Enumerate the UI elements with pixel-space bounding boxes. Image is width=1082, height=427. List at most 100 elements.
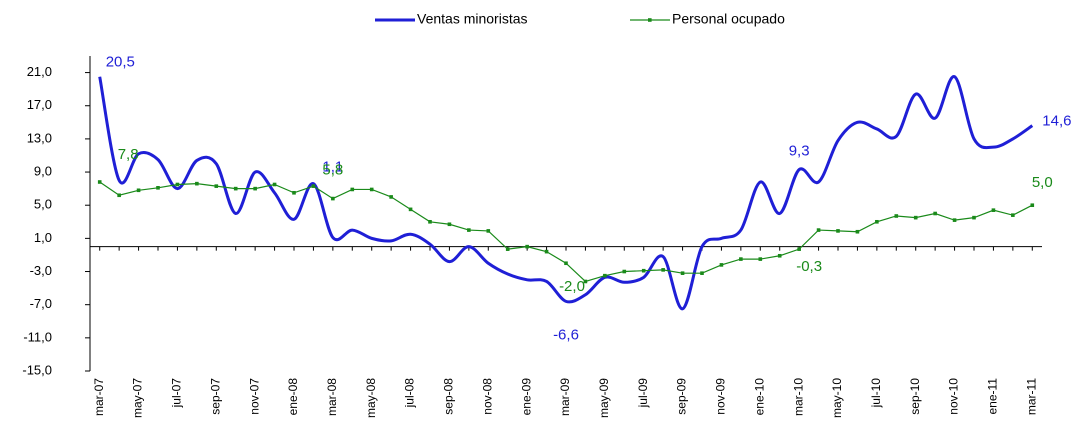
y-tick-label: -3,0 [30,263,52,278]
series-marker [894,214,899,218]
series-marker [97,180,102,184]
series-marker [758,257,763,261]
y-tick-label: 1,0 [34,230,52,245]
series-marker [525,244,529,249]
data-label: -6,6 [553,326,579,343]
x-tick-label: ene-11 [986,378,1000,415]
data-label: 7,8 [118,146,139,163]
series-marker [292,190,296,195]
x-tick-label: jul-08 [403,378,417,409]
series-marker [272,182,277,187]
y-tick-label: 21,0 [27,64,52,79]
series-marker [564,261,568,266]
series-marker [680,271,685,275]
legend-label: Personal ocupado [672,11,785,27]
y-tick-label: -11,0 [23,329,52,344]
series-marker [836,229,840,233]
series-marker [331,196,335,201]
series-marker [447,222,452,227]
series-line [99,181,1033,283]
data-label: 14,6 [1042,113,1071,130]
series-marker [117,193,121,198]
series-marker [933,211,937,216]
x-tick-label: jul-07 [170,378,184,409]
series-marker [369,187,374,192]
series-marker [389,195,393,199]
series-marker [583,279,588,284]
series-marker [136,188,141,193]
x-tick-label: mar-10 [791,378,805,416]
series-marker [913,215,918,220]
x-tick-label: ene-08 [286,378,300,416]
x-tick-label: may-10 [830,378,844,418]
data-label: 5,8 [322,162,343,179]
series-marker [544,249,549,254]
series-marker [972,215,976,220]
x-tick-label: may-09 [597,378,611,418]
x-tick-label: sep-10 [908,378,922,415]
series-marker [952,218,957,222]
y-tick-label: -15,0 [22,362,52,377]
x-tick-label: sep-08 [442,378,456,415]
series-marker [486,229,491,233]
legend-label: Ventas minoristas [417,11,528,27]
series-marker [505,247,510,251]
data-label: -0,3 [796,258,822,275]
x-tick-label: may-08 [364,378,378,418]
series-marker [739,257,743,261]
series-marker [622,269,627,274]
series-marker [875,219,879,224]
x-tick-label: ene-09 [519,378,533,416]
series-marker [991,208,996,212]
series-marker [253,186,257,191]
x-tick-label: nov-10 [947,378,961,415]
series-marker [816,228,821,232]
x-tick-label: nov-07 [247,378,261,415]
series-marker [156,186,160,190]
y-tick-label: 5,0 [34,197,52,212]
y-tick-label: 17,0 [27,97,52,112]
series-marker [603,273,607,278]
series-marker [214,184,219,188]
series-marker [408,207,413,212]
x-tick-label: sep-07 [208,378,222,415]
x-tick-label: jul-09 [636,378,650,409]
series-marker [641,268,646,273]
x-tick-label: mar-09 [558,378,572,416]
series-marker [719,263,724,267]
series-marker [175,182,180,187]
x-tick-label: mar-11 [1024,378,1038,415]
series-marker [195,181,199,186]
series-marker [797,247,801,251]
data-label: 9,3 [789,143,810,160]
series-marker [700,271,704,275]
x-tick-label: ene-10 [752,378,766,416]
y-tick-label: 9,0 [34,163,52,178]
series-line [98,75,1034,311]
series-marker [428,219,432,224]
x-tick-label: nov-09 [714,378,728,415]
series-marker [661,268,665,272]
x-tick-label: nov-08 [480,378,494,415]
legend-marker [648,18,652,22]
x-tick-label: mar-07 [92,378,106,416]
y-tick-label: 13,0 [27,130,52,145]
series-marker [233,186,238,191]
series-marker [311,184,316,188]
data-label: -2,0 [559,278,585,295]
x-tick-label: mar-08 [325,378,339,416]
x-tick-label: sep-09 [675,378,689,415]
x-tick-label: may-07 [131,378,145,418]
y-tick-label: -7,0 [30,296,52,311]
series-marker [1011,213,1015,217]
series-marker [1030,203,1035,208]
data-label: 20,5 [106,54,135,71]
series-marker [855,229,860,234]
x-tick-label: jul-10 [869,378,883,409]
series-marker [777,253,782,258]
series-marker [467,228,471,232]
series-marker [350,187,355,192]
data-label: 1,1 [322,159,343,176]
data-label: 5,0 [1032,174,1053,191]
